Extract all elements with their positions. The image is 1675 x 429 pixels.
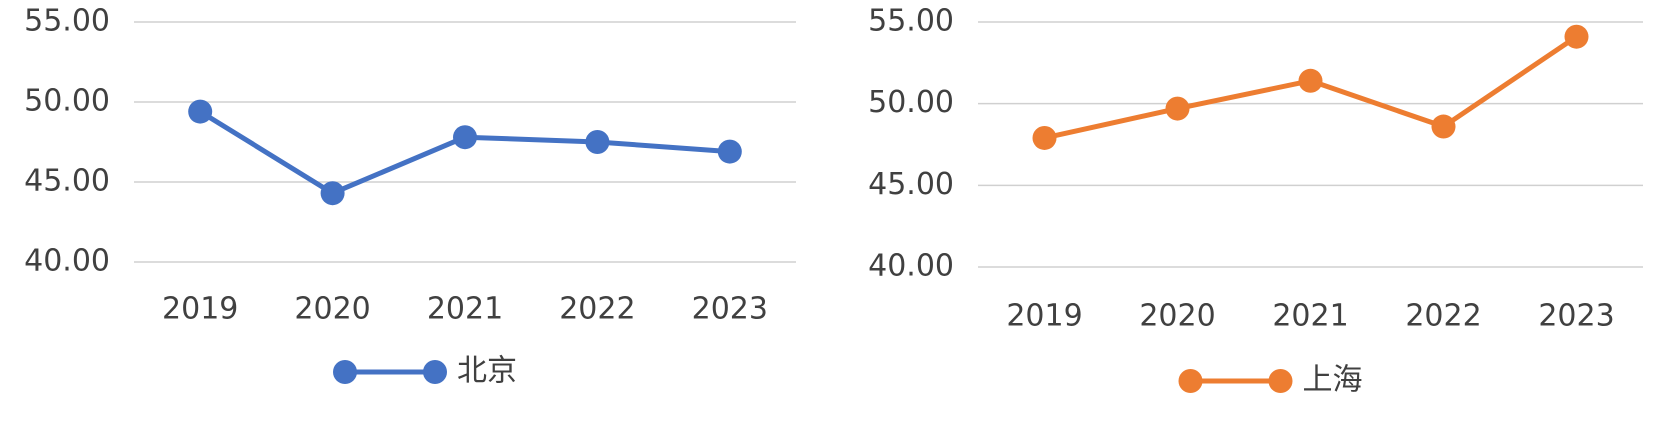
marker [1298,68,1323,93]
y-tick-label: 45.00 [24,164,110,199]
marker [717,139,742,164]
legend-marker [1268,369,1293,393]
x-tick-label: 2021 [427,292,503,327]
y-tick-label: 55.00 [24,4,110,39]
legend-label: 上海 [1303,363,1363,398]
y-tick-label: 40.00 [868,249,954,284]
y-tick-label: 45.00 [868,167,954,202]
legend-marker [333,360,357,384]
y-tick-label: 50.00 [868,85,954,120]
legend-marker [423,360,447,384]
x-tick-label: 2023 [692,292,768,327]
x-tick-label: 2022 [559,292,635,327]
x-tick-label: 2023 [1538,299,1614,334]
y-tick-label: 55.00 [868,4,954,39]
x-tick-label: 2022 [1405,299,1481,334]
legend-label: 北京 [457,354,517,389]
marker [1564,24,1589,49]
y-tick-label: 40.00 [24,244,110,279]
marker [1165,96,1190,121]
x-tick-label: 2020 [1139,299,1215,334]
marker [1032,125,1057,150]
x-tick-label: 2019 [162,292,238,327]
marker [585,130,610,154]
x-tick-label: 2020 [294,292,370,327]
marker [320,181,345,206]
marker [188,99,213,124]
series-line [198,109,730,196]
x-tick-label: 2021 [1272,299,1348,334]
y-tick-label: 50.00 [24,84,110,119]
x-tick-label: 2019 [1006,299,1082,334]
marker [453,125,477,150]
marker [1431,114,1456,139]
legend-marker [1178,369,1203,393]
